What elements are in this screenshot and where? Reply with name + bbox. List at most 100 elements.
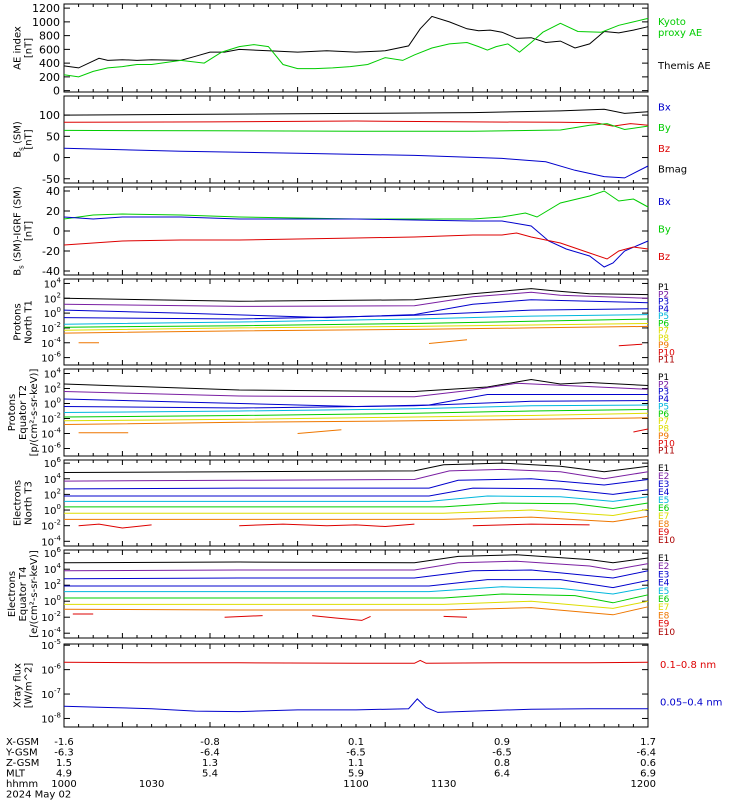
series-line <box>428 339 468 344</box>
legend-entry: E3 <box>658 480 669 490</box>
series-line <box>443 615 468 618</box>
legend-entry: E1 <box>658 464 669 474</box>
series-line <box>297 429 342 434</box>
panel-frame <box>63 95 649 184</box>
y-tick-label: 10-4 <box>41 626 61 640</box>
legend-entry: P2 <box>658 380 669 390</box>
y-tick-label: 10-6 <box>41 663 61 677</box>
y-tick-label: 10-4 <box>41 427 61 441</box>
legend-entry: Bmag <box>658 165 687 176</box>
series-line <box>63 409 649 418</box>
ephemeris-value: 1.7 <box>640 737 656 748</box>
y-tick-label: 102 <box>44 382 61 396</box>
series-line <box>63 314 649 325</box>
panel-frame <box>63 459 649 547</box>
legend-entry: P10 <box>658 348 675 358</box>
legend-entry: P5 <box>658 312 669 322</box>
y-tick-label: 104 <box>44 367 62 381</box>
series-line <box>618 343 643 347</box>
series-line <box>64 593 649 604</box>
y-tick-label: 10-6 <box>41 442 61 456</box>
y-tick-label: 200 <box>39 71 60 84</box>
series-line <box>63 468 649 482</box>
series-line <box>63 108 649 116</box>
ephemeris-value: 1.3 <box>202 758 218 769</box>
series-line <box>472 523 590 527</box>
y-tick-label: 40 <box>46 185 60 198</box>
series-line <box>64 579 649 589</box>
ephemeris-row-label: Z-GSM <box>6 758 39 769</box>
ephemeris-value: -6.4 <box>636 748 656 759</box>
legend-entry: P6 <box>658 410 669 420</box>
legend-entry: E4 <box>658 579 670 589</box>
legend-entry: E5 <box>658 587 669 597</box>
panel-frame <box>63 278 649 366</box>
y-axis-label: Equator T2 <box>18 385 29 440</box>
y-tick-label: 10-2 <box>41 610 61 624</box>
y-axis-label: Bs (SM)-IGRF (SM) <box>13 186 26 276</box>
y-tick-label: 104 <box>44 472 62 486</box>
y-tick-label: 50 <box>46 130 60 143</box>
legend-entry: P11 <box>658 356 675 366</box>
legend-entry: E7 <box>658 512 669 522</box>
ephemeris-value: 0.6 <box>640 758 656 769</box>
ephemeris-value: 1.1 <box>348 758 364 769</box>
series-line <box>63 400 649 409</box>
y-tick-label: 100 <box>44 306 61 320</box>
y-tick-label: 0 <box>53 225 60 238</box>
legend-entry: P3 <box>658 298 669 308</box>
legend-entry: P4 <box>658 305 669 315</box>
series-line <box>64 495 649 502</box>
legend-entry: E5 <box>658 496 669 506</box>
legend-entry: E7 <box>658 603 669 613</box>
legend-entry: Kyoto <box>658 17 686 28</box>
ephemeris-value: 6.9 <box>640 769 656 780</box>
date-label: 2024 May 02 <box>6 790 71 800</box>
panel-frame <box>63 643 649 728</box>
series-line <box>63 232 649 260</box>
series-line <box>63 216 649 268</box>
series-line <box>63 404 649 413</box>
y-axis-label: [W/m^2] <box>24 663 35 709</box>
series-line <box>63 308 649 320</box>
ephemeris-value: -1.6 <box>54 737 74 748</box>
legend-entry: E10 <box>658 536 675 546</box>
legend-entry: Bz <box>658 144 670 155</box>
y-tick-label: 10-2 <box>41 412 61 426</box>
series-line <box>239 523 415 528</box>
y-axis-label: Equator T4 <box>18 567 29 622</box>
series-line <box>63 569 649 580</box>
panel-2: 100 50 0 -50 Bs (SM) [nT] Bx By Bz Bmag <box>13 95 687 186</box>
series-line <box>63 560 649 572</box>
legend-entry: 0.1–0.8 nm <box>660 660 716 671</box>
ephemeris-value: -0.8 <box>200 737 220 748</box>
panel-frame <box>63 549 649 639</box>
panel-7: 106 104 102 100 10-2 10-4 Electrons Equator T4[… <box>7 546 675 640</box>
series-line <box>63 120 649 127</box>
series-line <box>224 615 263 618</box>
y-tick-label: 104 <box>44 562 62 576</box>
y-axis-label: North T3 <box>24 481 35 525</box>
series-line <box>63 299 649 319</box>
y-axis-label: Xray flux <box>13 663 24 708</box>
legend-entry: P8 <box>658 334 669 344</box>
panel-frame <box>63 3 649 93</box>
y-tick-label: 100 <box>39 109 60 122</box>
legend-entry: P3 <box>658 388 669 398</box>
y-tick-label: 102 <box>44 291 61 305</box>
legend-entry: proxy AE <box>658 28 702 39</box>
panel-frame <box>63 186 649 276</box>
y-axis-label: [nT] <box>24 221 35 241</box>
ephemeris-row-label: hhmm <box>6 779 38 790</box>
legend-entry: P5 <box>658 402 669 412</box>
y-axis-label: [nT] <box>24 129 35 149</box>
series-line <box>63 123 649 132</box>
y-tick-label: -50 <box>42 173 60 186</box>
legend-entry: P11 <box>658 447 675 457</box>
y-tick-label: 1000 <box>32 16 60 29</box>
y-tick-label: 100 <box>44 397 61 411</box>
series-line <box>63 412 649 422</box>
series-line <box>63 606 649 616</box>
legend-entry: 0.05–0.4 nm <box>660 697 722 708</box>
